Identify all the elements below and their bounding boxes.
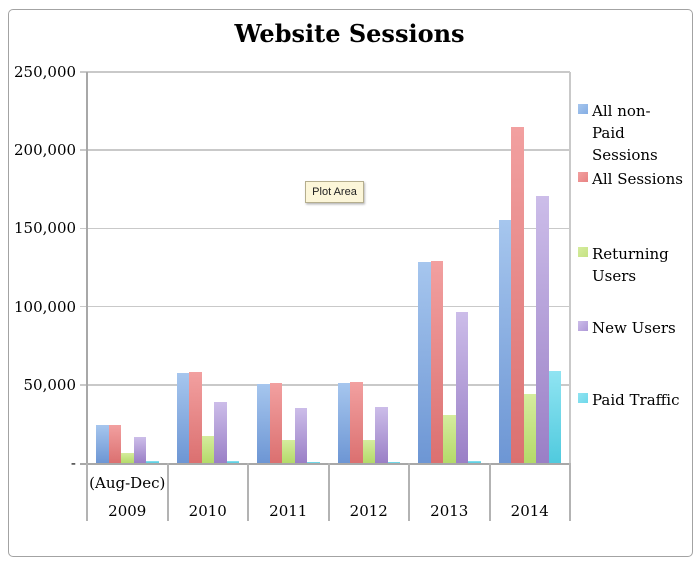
bar-returning-users-2011[interactable] — [282, 440, 295, 463]
gridline-150000 — [80, 227, 570, 230]
bar-returning-users-2014[interactable] — [523, 394, 536, 463]
bar-all-non-paid-sessions-2011[interactable] — [257, 384, 270, 463]
bar-all-non-paid-sessions-2014[interactable] — [498, 219, 511, 463]
chart-title: Website Sessions — [234, 19, 465, 48]
legend-label: Returning Users — [592, 245, 669, 285]
bar-new-users-2010[interactable] — [214, 402, 227, 463]
plot-area-tooltip: Plot Area — [305, 181, 364, 203]
legend-item-returning-users[interactable]: Returning Users — [578, 243, 692, 287]
bar-returning-users-2009-aug-dec[interactable] — [121, 452, 134, 463]
category-separator — [166, 463, 169, 521]
x-axis-label-2010: 2010 — [188, 502, 227, 520]
bar-returning-users-2012[interactable] — [362, 440, 375, 463]
bar-all-non-paid-sessions-2013[interactable] — [418, 262, 431, 463]
y-axis-line — [86, 72, 88, 465]
gridline-250000 — [80, 71, 570, 73]
bar-paid-traffic-2010[interactable] — [226, 461, 239, 463]
bar-paid-traffic-2014[interactable] — [548, 370, 561, 463]
plot-right-border — [569, 72, 571, 463]
legend-label: All Sessions — [592, 170, 683, 188]
x-axis-label-2012: 2012 — [349, 502, 388, 520]
x-axis-sub-label: (Aug-Dec) — [89, 474, 166, 492]
legend-item-new-users[interactable]: New Users — [578, 317, 692, 339]
bar-new-users-2011[interactable] — [294, 408, 307, 463]
bar-returning-users-2013[interactable] — [443, 414, 456, 463]
bar-all-sessions-2013[interactable] — [430, 261, 443, 463]
category-separator — [569, 463, 571, 521]
bar-new-users-2014[interactable] — [536, 195, 549, 463]
bar-paid-traffic-2012[interactable] — [387, 461, 400, 463]
legend-label: Paid Traffic — [592, 391, 680, 409]
legend-swatch-all-sessions — [578, 172, 588, 182]
y-axis-label-200000: 200,000 — [14, 141, 77, 160]
y-axis-label-250000: 250,000 — [14, 63, 77, 81]
chart-object-border — [8, 9, 693, 557]
y-axis-label-150000: 150,000 — [14, 219, 77, 238]
bar-paid-traffic-2009-aug-dec[interactable] — [146, 461, 159, 463]
y-axis-label-zero: - — [70, 454, 76, 472]
bar-all-sessions-2009-aug-dec[interactable] — [108, 424, 121, 463]
y-axis-label-50000: 50,000 — [23, 375, 77, 394]
bar-paid-traffic-2013[interactable] — [468, 461, 481, 463]
legend-swatch-paid-traffic — [578, 393, 588, 403]
bar-all-sessions-2012[interactable] — [350, 382, 363, 463]
x-axis-label-2011: 2011 — [269, 502, 308, 520]
x-axis-line — [80, 463, 570, 465]
legend-swatch-returning-users — [578, 247, 588, 257]
bar-all-sessions-2011[interactable] — [269, 383, 282, 463]
legend-label: New Users — [592, 319, 676, 337]
bar-returning-users-2010[interactable] — [201, 435, 214, 463]
legend-swatch-all-non-paid-sessions — [578, 104, 588, 114]
legend-swatch-new-users — [578, 321, 588, 331]
legend-item-all-sessions[interactable]: All Sessions — [578, 168, 692, 190]
bar-all-non-paid-sessions-2010[interactable] — [176, 373, 189, 463]
category-separator — [327, 463, 330, 521]
legend-label: All non- Paid Sessions — [592, 102, 658, 164]
bar-new-users-2012[interactable] — [375, 406, 388, 463]
category-separator — [488, 463, 491, 521]
x-axis-label-2014: 2014 — [510, 502, 549, 520]
legend-item-all-non-paid-sessions[interactable]: All non- Paid Sessions — [578, 100, 692, 166]
bar-new-users-2009-aug-dec[interactable] — [133, 437, 146, 463]
gridline-100000 — [80, 305, 570, 308]
bar-all-sessions-2014[interactable] — [511, 126, 524, 463]
legend-item-paid-traffic[interactable]: Paid Traffic — [578, 389, 692, 411]
category-separator — [86, 463, 88, 521]
category-separator — [247, 463, 249, 521]
bar-all-non-paid-sessions-2009-aug-dec[interactable] — [96, 425, 109, 463]
plot-area-tooltip-label: Plot Area — [312, 186, 357, 198]
y-axis-label-100000: 100,000 — [14, 297, 77, 316]
bar-new-users-2013[interactable] — [455, 312, 468, 463]
bar-all-sessions-2010[interactable] — [189, 372, 202, 463]
gridline-200000 — [80, 149, 570, 151]
category-separator — [408, 463, 410, 521]
bar-all-non-paid-sessions-2012[interactable] — [337, 383, 350, 463]
gridline-50000 — [80, 384, 570, 386]
x-axis-label-2009: 2009 — [108, 502, 147, 520]
bar-paid-traffic-2011[interactable] — [307, 461, 320, 463]
x-axis-label-2013: 2013 — [430, 502, 469, 520]
